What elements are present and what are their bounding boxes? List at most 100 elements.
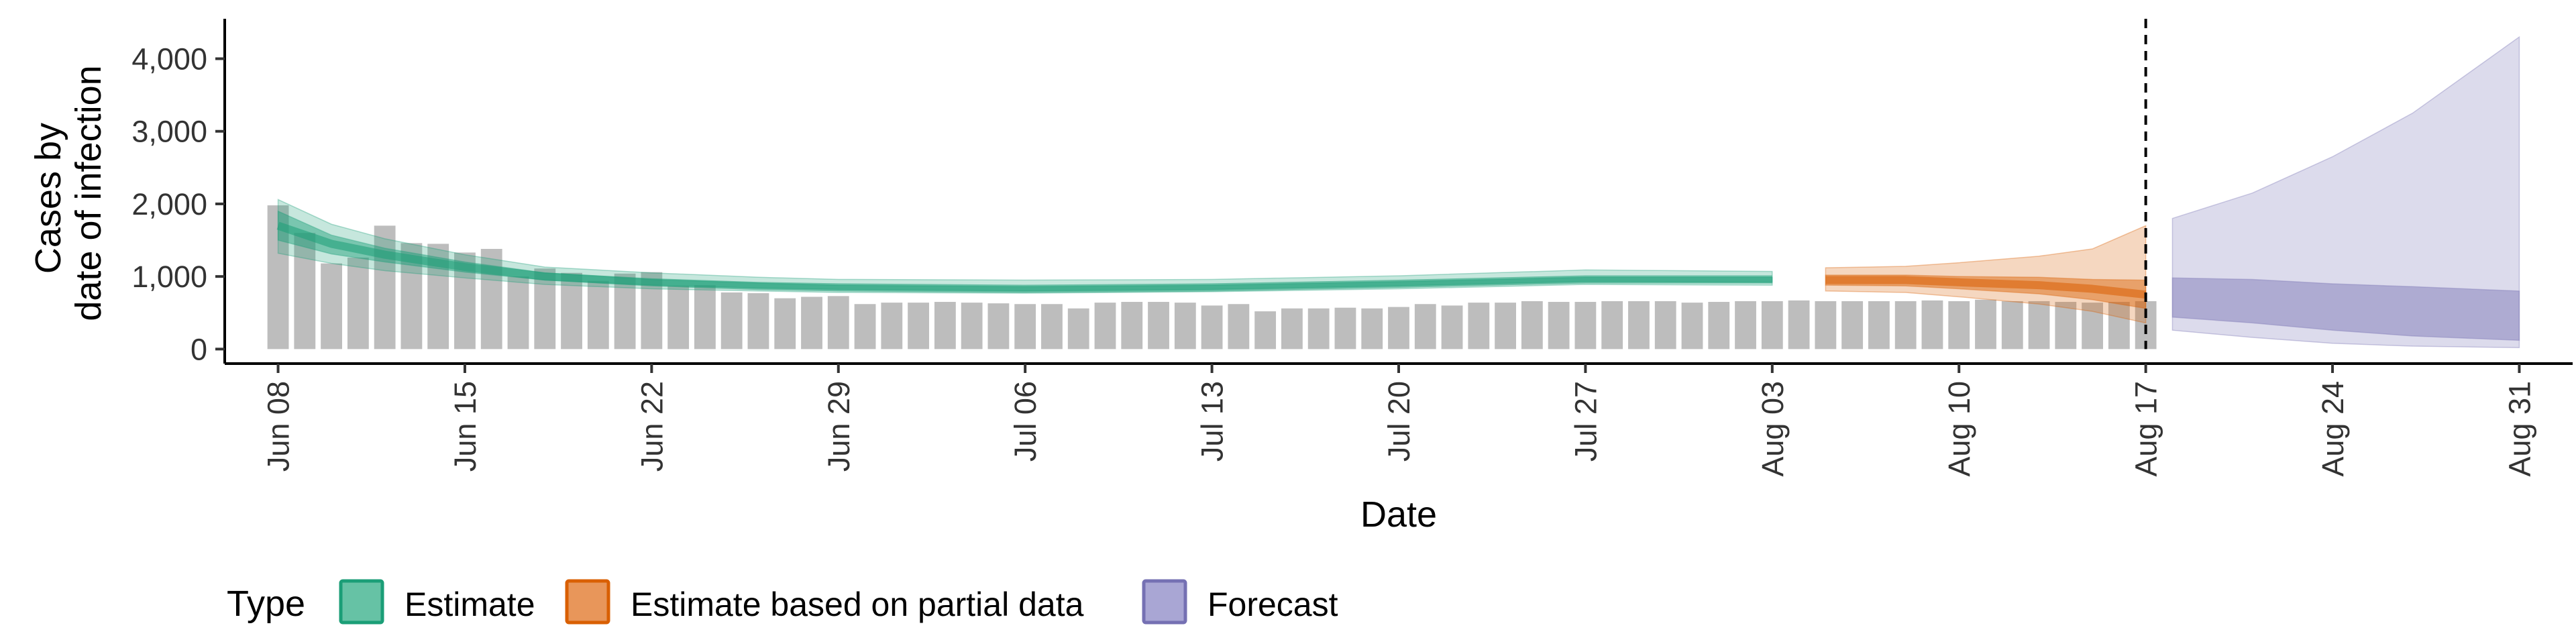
legend-label-estimate: Estimate	[405, 586, 535, 623]
reported-cases-bar	[1921, 300, 1943, 350]
reported-cases-bar	[1894, 301, 1917, 350]
reported-cases-bar	[1334, 307, 1356, 350]
reported-cases-bar	[1361, 308, 1383, 350]
reported-cases-bar	[908, 303, 929, 350]
reported-cases-bar	[1841, 301, 1864, 350]
reported-cases-bar	[1735, 301, 1756, 350]
reported-cases-bar	[1788, 300, 1810, 350]
reported-cases-bar	[934, 302, 956, 350]
y-tick-label: 1,000	[131, 260, 207, 294]
reported-cases-bar	[1654, 301, 1676, 350]
reported-cases-bar	[1495, 303, 1516, 350]
reported-cases-bar	[1067, 308, 1089, 350]
y-axis-ticks: 0 1,000 2,000 3,000 4,000	[131, 42, 225, 366]
reported-cases-bar	[1628, 301, 1650, 350]
reported-cases-bar	[1975, 299, 1996, 350]
reported-cases-bar	[747, 293, 769, 350]
reported-cases-bar	[507, 276, 529, 350]
reported-cases-bar	[1708, 302, 1730, 350]
partial-outer-band	[1825, 225, 2147, 324]
legend-key-forecast	[1142, 579, 1187, 625]
reported-cases-bar	[1414, 304, 1436, 350]
legend: Type Estimate Estimate based on partial …	[227, 579, 1338, 625]
reported-cases-bar	[561, 272, 582, 350]
x-tick-label: Jun 22	[635, 381, 669, 472]
estimate-ribbons	[276, 36, 2520, 348]
forecast-inner-band	[2171, 277, 2520, 341]
reported-cases-bar	[1681, 303, 1703, 350]
x-tick-label: Jun 29	[822, 381, 856, 472]
reported-cases-bars	[267, 205, 2157, 350]
legend-item-estimate: Estimate	[339, 579, 535, 625]
reported-cases-bar	[2082, 303, 2103, 350]
reported-cases-bar	[694, 285, 716, 350]
reported-cases-bar	[2108, 302, 2130, 350]
partial-median-line	[1825, 276, 2147, 299]
reported-cases-bar	[1441, 305, 1463, 350]
reported-cases-bar	[587, 280, 609, 350]
reported-cases-bar	[1094, 303, 1116, 350]
x-tick-label: Aug 03	[1756, 381, 1790, 477]
reported-cases-bar	[1121, 302, 1143, 350]
x-tick-label: Aug 17	[2129, 381, 2163, 477]
x-tick-label: Jul 20	[1382, 381, 1416, 462]
reported-cases-bar	[1307, 308, 1330, 350]
x-axis-title: Date	[1360, 494, 1437, 535]
reported-cases-bar	[1548, 302, 1570, 350]
reported-cases-bar	[321, 263, 342, 350]
reported-cases-bar	[774, 298, 796, 350]
y-axis-title-line-1: Cases by	[28, 123, 68, 274]
legend-label-partial: Estimate based on partial data	[631, 586, 1084, 623]
x-tick-label: Jun 15	[448, 381, 482, 472]
x-tick-label: Aug 24	[2316, 381, 2350, 477]
legend-item-partial: Estimate based on partial data	[565, 579, 1084, 625]
estimate-median-line	[276, 221, 1772, 293]
reported-cases-bar	[1574, 302, 1597, 350]
reported-cases-bar	[1601, 301, 1623, 350]
reported-cases-bar	[961, 303, 983, 350]
y-axis-title: Cases by date of infection	[28, 65, 109, 321]
reported-cases-bar	[1201, 305, 1223, 350]
estimate-outer-band	[277, 199, 1773, 294]
reported-cases-bar	[1815, 301, 1837, 350]
reported-cases-bar	[2028, 301, 2050, 350]
x-tick-label: Aug 31	[2502, 381, 2536, 477]
reported-cases-bar	[987, 303, 1010, 350]
reported-cases-bar	[801, 297, 822, 350]
reported-cases-bar	[1254, 311, 1277, 350]
legend-title: Type	[227, 584, 305, 624]
legend-item-forecast: Forecast	[1142, 579, 1338, 625]
reported-cases-bar	[827, 296, 849, 350]
y-tick-label: 4,000	[131, 42, 207, 76]
reported-cases-bar	[1761, 301, 1783, 350]
x-tick-label: Jul 06	[1008, 381, 1042, 462]
reported-cases-bar	[1148, 302, 1169, 350]
reported-cases-bar	[1281, 308, 1303, 350]
reported-cases-bar	[1868, 301, 1890, 350]
reported-cases-bar	[374, 225, 396, 350]
x-tick-label: Jul 13	[1195, 381, 1230, 462]
reported-cases-bar	[1174, 303, 1196, 350]
reported-cases-bar	[881, 303, 903, 350]
x-axis-ticks: Jun 08 Jun 15 Jun 22 Jun 29 Jul 06 Jul 13 Jul …	[262, 364, 2536, 477]
x-tick-label: Jun 08	[262, 381, 296, 472]
legend-label-forecast: Forecast	[1208, 586, 1338, 623]
reported-cases-bar	[667, 286, 690, 350]
y-tick-label: 2,000	[131, 187, 207, 221]
legend-key-partial	[565, 579, 610, 625]
x-tick-label: Jul 27	[1568, 381, 1603, 462]
reported-cases-bar	[1521, 301, 1543, 350]
reported-cases-bar	[534, 268, 556, 350]
legend-key-estimate	[339, 579, 384, 625]
x-tick-label: Aug 10	[1942, 381, 1976, 477]
reported-cases-bar	[2055, 302, 2077, 350]
reported-cases-bar	[1041, 304, 1063, 350]
reported-cases-bar	[854, 304, 876, 350]
reported-cases-bar	[347, 258, 369, 350]
reported-cases-bar	[1388, 307, 1409, 350]
reported-cases-bar	[1014, 304, 1036, 350]
y-tick-label: 0	[191, 332, 207, 366]
reported-cases-bar	[614, 273, 636, 350]
reported-cases-bar	[1468, 303, 1490, 350]
